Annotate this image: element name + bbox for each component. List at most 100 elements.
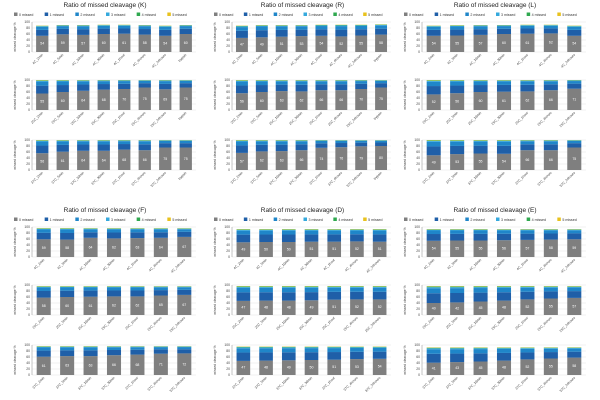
- bar-missed-2: [450, 141, 465, 146]
- legend-label: 4 missed: [142, 218, 156, 222]
- data-label: 75: [184, 97, 188, 101]
- bar-missed-1: [159, 83, 172, 90]
- y-tick-label: 20: [26, 249, 30, 253]
- chart-title: Ratio of missed cleavage (R): [261, 2, 344, 9]
- y-tick-label: 80: [416, 84, 420, 88]
- data-label: 61: [61, 159, 65, 163]
- bar-missed-0: [118, 149, 131, 170]
- bar-missed-2: [138, 26, 151, 30]
- bar-missed-2: [304, 348, 319, 353]
- bar-missed-0: [77, 150, 90, 170]
- y-tick-label: 100: [224, 225, 230, 229]
- bar-missed-4: [259, 346, 273, 348]
- x-tick-label: 25C_30min: [298, 316, 313, 331]
- data-label: 68: [102, 98, 106, 102]
- y-tick-label: 100: [414, 20, 420, 24]
- bar-missed-2: [83, 229, 98, 233]
- y-axis-label: missed cleavage %: [213, 345, 217, 374]
- data-label: 48: [502, 366, 506, 370]
- data-label: 42: [455, 306, 459, 310]
- bar-missed-0: [235, 37, 248, 52]
- y-tick-label: 40: [226, 96, 230, 100]
- bar-missed-0: [426, 94, 441, 110]
- bar-missed-0: [473, 361, 488, 375]
- data-label: 55: [549, 365, 553, 369]
- data-label: 49: [260, 42, 264, 46]
- bar-missed-0: [56, 34, 69, 52]
- y-tick-label: 60: [416, 150, 420, 154]
- bar-missed-0: [36, 153, 49, 170]
- subplot: missed cleavage % 0 20 40 60 80 100 47 4C_2min 49…: [213, 20, 391, 69]
- bar-missed-1: [97, 144, 110, 151]
- bar-missed-3: [567, 80, 582, 82]
- bar-missed-2: [179, 140, 192, 144]
- bar-missed-3: [304, 347, 319, 349]
- data-label: 52: [525, 365, 529, 369]
- y-tick-label: 0: [418, 168, 420, 172]
- bar-missed-1: [235, 145, 248, 153]
- bar-missed-1: [520, 144, 535, 151]
- bar-missed-0: [236, 360, 251, 375]
- data-label: 58: [143, 41, 147, 45]
- bar-missed-1: [177, 231, 192, 237]
- bar-missed-2: [473, 26, 488, 30]
- bar-missed-2: [56, 141, 69, 145]
- bar-missed-0: [450, 362, 465, 375]
- bar-missed-0: [567, 35, 582, 52]
- legend-swatch: [106, 217, 110, 221]
- legend-label: 5 missed: [368, 13, 382, 17]
- bar-missed-2: [567, 230, 582, 234]
- bar-missed-1: [138, 144, 151, 151]
- x-tick-label: 37C_5min: [254, 376, 268, 390]
- x-tick-label: 4C_10min: [277, 258, 291, 272]
- bar-missed-4: [304, 346, 319, 348]
- y-tick-label: 100: [224, 343, 230, 347]
- bar-missed-1: [130, 232, 145, 239]
- x-tick-label: 25C_1hour: [124, 315, 139, 330]
- data-label: 68: [135, 363, 139, 367]
- bar-missed-2: [36, 287, 51, 291]
- legend-label: 2 missed: [279, 13, 293, 17]
- y-tick-label: 40: [416, 301, 420, 305]
- data-label: 55: [40, 100, 44, 104]
- bar-missed-0: [97, 89, 110, 110]
- bar-missed-1: [304, 234, 319, 242]
- bar-missed-4: [236, 346, 251, 348]
- bar-missed-1: [255, 30, 268, 38]
- bar-missed-2: [450, 81, 465, 86]
- bar-missed-4: [473, 286, 488, 288]
- bar-missed-0: [295, 36, 308, 52]
- bar-missed-2: [77, 81, 90, 85]
- y-tick-label: 80: [416, 144, 420, 148]
- y-tick-label: 40: [26, 96, 30, 100]
- bar-missed-0: [520, 239, 535, 257]
- bar-missed-4: [372, 229, 387, 230]
- bar-missed-0: [567, 88, 582, 110]
- bar-missed-3: [473, 25, 488, 27]
- data-label: 51: [280, 42, 284, 46]
- x-tick-label: 25C_30min: [491, 316, 506, 331]
- data-label: 49: [432, 160, 436, 164]
- bar-missed-3: [496, 348, 512, 349]
- bar-missed-1: [496, 84, 512, 92]
- legend-swatch: [557, 12, 561, 16]
- bar-missed-1: [473, 292, 488, 302]
- data-label: 67: [182, 303, 186, 307]
- y-tick-label: 20: [26, 102, 30, 106]
- bar-missed-2: [426, 349, 441, 354]
- bar-missed-3: [496, 287, 512, 288]
- bar-missed-3: [543, 140, 558, 142]
- data-label: 53: [300, 42, 304, 46]
- bar-missed-3: [60, 286, 75, 288]
- bar-missed-1: [159, 29, 172, 36]
- bar-missed-3: [130, 228, 145, 230]
- bar-missed-3: [335, 80, 348, 82]
- bar-missed-0: [426, 303, 441, 315]
- bar-missed-1: [159, 143, 172, 148]
- x-tick-label: 25C_2min: [32, 316, 46, 330]
- bar-missed-3: [130, 286, 145, 288]
- y-tick-label: 60: [26, 90, 30, 94]
- bar-missed-3: [350, 286, 364, 288]
- data-label: 67: [182, 245, 186, 249]
- legend-label: 1 missed: [440, 13, 454, 17]
